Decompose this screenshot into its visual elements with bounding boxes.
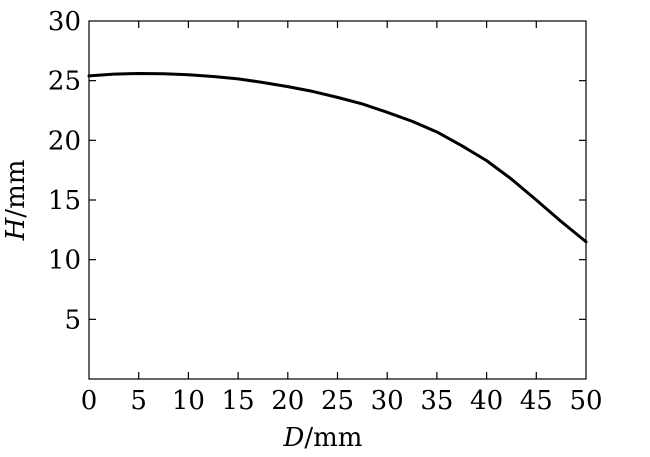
y-axis-label: H/mm [1, 160, 31, 242]
series-layer [87, 72, 588, 244]
x-axis-label: D/mm [283, 423, 363, 453]
series-line [87, 72, 588, 244]
x-axis-ticks: 0 5 10 15 20 25 30 35 40 45 50 [81, 21, 603, 416]
x-tick-label: 10 [172, 386, 205, 416]
y-axis-ticks: 5 10 15 20 25 30 [48, 7, 586, 335]
x-tick-label: 0 [81, 386, 98, 416]
x-tick-label: 50 [569, 386, 602, 416]
x-tick-label: 25 [321, 386, 354, 416]
x-tick-label: 40 [470, 386, 503, 416]
y-tick-label: 15 [48, 186, 81, 216]
y-tick-label: 10 [48, 246, 81, 276]
y-tick-label: 5 [64, 305, 81, 335]
y-tick-label: 25 [48, 67, 81, 97]
x-tick-label: 15 [222, 386, 255, 416]
y-tick-label: 20 [48, 126, 81, 156]
x-tick-label: 30 [371, 386, 404, 416]
x-tick-label: 35 [420, 386, 453, 416]
y-tick-label: 30 [48, 7, 81, 37]
x-tick-label: 45 [520, 386, 553, 416]
x-tick-label: 5 [130, 386, 147, 416]
x-tick-label: 20 [271, 386, 304, 416]
